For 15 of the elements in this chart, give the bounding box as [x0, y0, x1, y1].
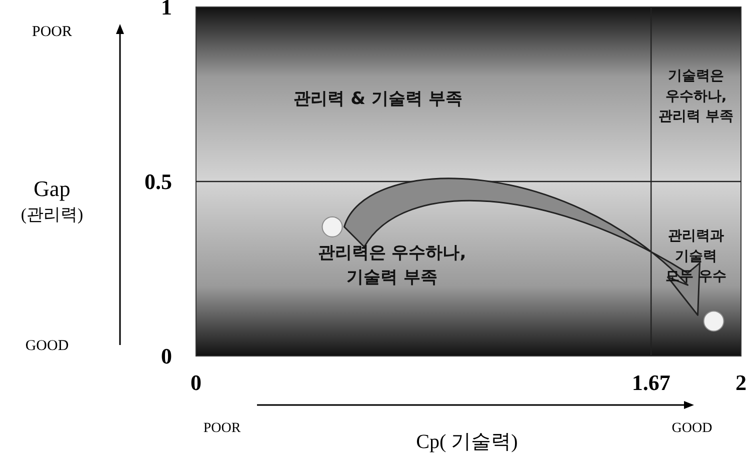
- x-tick-label: 2: [736, 370, 746, 395]
- x-tick-label: 0: [190, 370, 202, 395]
- annotation: 관리력은 우수하나, 기술력 부족: [318, 243, 466, 288]
- y-tick-label: 0.5: [144, 169, 172, 194]
- x-tick-label: 1.67: [632, 370, 670, 395]
- text: GOOD: [25, 338, 69, 354]
- y-axis-title: Gap (관리력): [20, 176, 84, 224]
- annotation: 관리력 & 기술력 부족: [294, 89, 462, 109]
- text: GOOD: [672, 421, 712, 436]
- y-tick-label: 1: [161, 0, 172, 20]
- text: POOR: [32, 24, 72, 40]
- y-tick-label: 0: [161, 344, 172, 369]
- x-axis-title: Cp( 기술력): [416, 431, 518, 453]
- annotation: 기술력은 우수하나, 관리력 부족: [658, 68, 734, 125]
- text: POOR: [203, 421, 242, 436]
